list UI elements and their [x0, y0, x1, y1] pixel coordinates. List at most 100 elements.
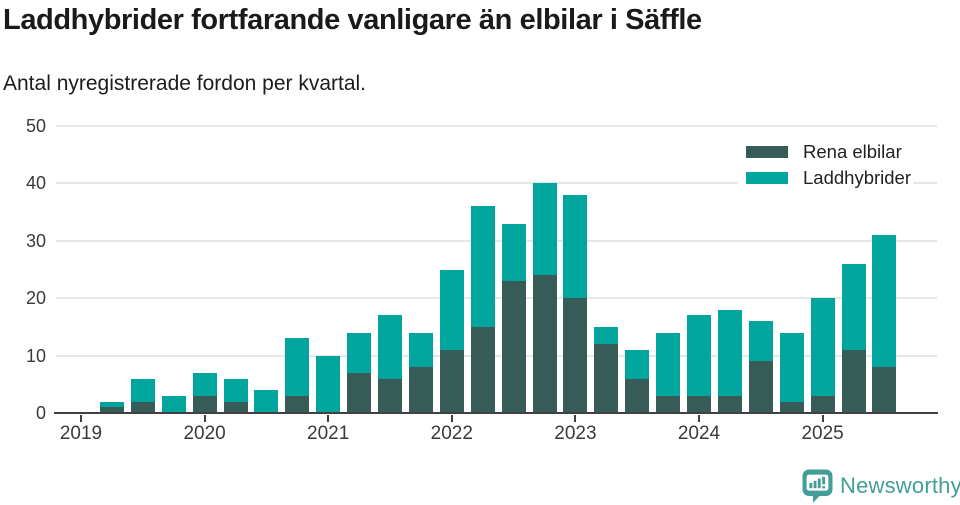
- bar-2019-Q2: [99, 401, 124, 413]
- x-tick-label-2020: 2020: [183, 423, 226, 444]
- bar-segment-laddhybrider: [563, 194, 588, 299]
- gridline-y20: [56, 297, 937, 300]
- bar-segment-laddhybrider: [810, 298, 835, 396]
- x-tick-2021: [327, 415, 330, 422]
- bar-segment-rena-elbilar: [470, 326, 495, 413]
- bar-segment-rena-elbilar: [532, 275, 557, 413]
- x-tick-label-2023: 2023: [554, 423, 597, 444]
- bar-2020-Q3: [254, 390, 279, 413]
- gridline-y30: [56, 239, 937, 242]
- y-tick-label: 20: [25, 288, 46, 309]
- bar-2022-Q1: [439, 269, 464, 414]
- x-tick-label-2025: 2025: [801, 423, 844, 444]
- x-tick-2024: [698, 415, 700, 422]
- bar-segment-laddhybrider: [594, 326, 619, 345]
- bar-segment-rena-elbilar: [810, 395, 835, 413]
- bar-segment-rena-elbilar: [439, 349, 464, 413]
- bar-2023-Q1: [563, 194, 588, 413]
- bar-segment-laddhybrider: [532, 183, 557, 276]
- bar-segment-laddhybrider: [254, 390, 279, 413]
- x-tick-2020: [203, 415, 206, 422]
- y-tick-label: 0: [35, 403, 46, 423]
- bar-2024-Q3: [748, 321, 773, 413]
- x-tick-2022: [450, 415, 453, 422]
- x-tick-label-2022: 2022: [430, 423, 473, 444]
- bar-segment-laddhybrider: [656, 332, 681, 396]
- gridline-y10: [56, 354, 937, 357]
- bar-segment-rena-elbilar: [378, 378, 402, 413]
- bar-segment-laddhybrider: [687, 315, 711, 396]
- bar-segment-laddhybrider: [161, 395, 186, 413]
- bar-segment-laddhybrider: [625, 349, 650, 379]
- bar-segment-rena-elbilar: [563, 298, 588, 413]
- x-tick-2023: [574, 415, 577, 422]
- bar-2021-Q4: [408, 332, 433, 413]
- bar-segment-laddhybrider: [285, 338, 310, 396]
- bar-2022-Q2: [470, 206, 495, 413]
- bar-segment-laddhybrider: [501, 223, 526, 281]
- bar-segment-rena-elbilar: [594, 344, 619, 413]
- bar-segment-laddhybrider: [223, 378, 248, 402]
- legend-label-hybrid: Laddhybrider: [803, 167, 911, 188]
- bar-2020-Q1: [192, 372, 217, 413]
- x-tick-label-2024: 2024: [677, 423, 721, 444]
- bar-segment-rena-elbilar: [285, 395, 310, 413]
- y-tick-label: 40: [25, 173, 46, 194]
- bar-2024-Q4: [779, 332, 804, 413]
- bar-2023-Q3: [625, 349, 650, 413]
- bar-segment-laddhybrider: [408, 332, 433, 368]
- x-tick-2019: [80, 415, 82, 422]
- bar-segment-rena-elbilar: [748, 361, 773, 413]
- bar-segment-laddhybrider: [717, 309, 742, 396]
- newsworthy-logo-icon: [802, 469, 833, 503]
- bar-2025-Q3: [872, 235, 897, 413]
- bar-segment-laddhybrider: [439, 269, 464, 350]
- bar-2021-Q2: [347, 332, 372, 413]
- x-axis-line: [54, 411, 938, 414]
- brand-footer: Newsworthy: [802, 469, 960, 503]
- bar-segment-rena-elbilar: [192, 395, 217, 413]
- bar-segment-rena-elbilar: [779, 401, 804, 413]
- bar-segment-rena-elbilar: [347, 372, 372, 413]
- bar-segment-rena-elbilar: [625, 378, 650, 413]
- bar-2022-Q4: [532, 183, 557, 413]
- bar-segment-laddhybrider: [378, 315, 402, 379]
- gridline-y40: [56, 182, 937, 185]
- plot-area: Rena elbilar Laddhybrider 0 10 20 30 40 50 201…: [26, 116, 938, 444]
- page-title: Laddhybrider fortfarande vanligare än el…: [3, 4, 702, 36]
- bar-segment-laddhybrider: [316, 355, 341, 413]
- bar-segment-rena-elbilar: [99, 407, 124, 413]
- bar-2023-Q2: [594, 326, 619, 413]
- bar-segment-laddhybrider: [347, 332, 372, 373]
- bar-segment-rena-elbilar: [717, 395, 742, 413]
- legend-item-laddhybrider: Laddhybrider: [746, 168, 911, 188]
- bar-segment-laddhybrider: [748, 321, 773, 362]
- bar-segment-laddhybrider: [841, 263, 866, 350]
- x-tick-label-2019: 2019: [59, 423, 103, 444]
- bar-2020-Q2: [223, 378, 248, 413]
- bar-segment-laddhybrider: [872, 235, 897, 368]
- bar-2019-Q4: [161, 395, 186, 413]
- bar-2024-Q1: [687, 315, 711, 413]
- bar-segment-laddhybrider: [130, 378, 155, 402]
- legend-swatch-hybrid: [746, 172, 788, 184]
- bar-2022-Q3: [501, 223, 526, 413]
- bar-segment-laddhybrider: [470, 206, 495, 327]
- bar-2021-Q1: [316, 355, 341, 413]
- bar-segment-laddhybrider: [99, 401, 124, 408]
- bar-segment-rena-elbilar: [656, 395, 681, 413]
- bar-segment-rena-elbilar: [501, 280, 526, 413]
- y-tick-label: 50: [25, 116, 46, 136]
- legend-item-rena-elbilar: Rena elbilar: [746, 142, 911, 162]
- bar-segment-rena-elbilar: [872, 367, 897, 413]
- bar-2023-Q4: [656, 332, 681, 413]
- bar-2021-Q3: [378, 315, 402, 413]
- bar-segment-rena-elbilar: [687, 395, 711, 413]
- bar-segment-laddhybrider: [779, 332, 804, 402]
- bar-2025-Q2: [841, 263, 866, 413]
- bar-segment-rena-elbilar: [130, 401, 155, 413]
- bar-segment-rena-elbilar: [223, 401, 248, 413]
- chart-legend: Rena elbilar Laddhybrider: [738, 138, 913, 192]
- legend-label-electric: Rena elbilar: [803, 141, 902, 162]
- legend-swatch-electric: [746, 146, 788, 158]
